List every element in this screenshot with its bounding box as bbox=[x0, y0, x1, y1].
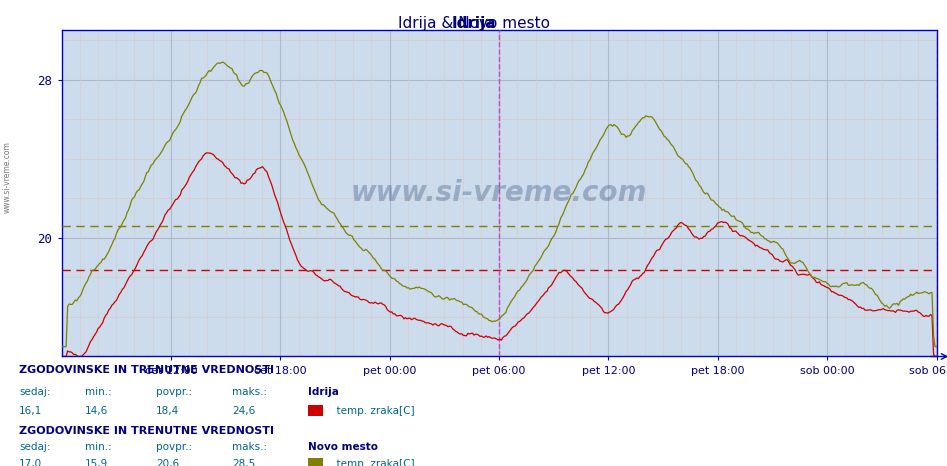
Text: Idrija & Novo mesto: Idrija & Novo mesto bbox=[398, 16, 549, 31]
Text: 16,1: 16,1 bbox=[19, 406, 43, 416]
Text: povpr.:: povpr.: bbox=[156, 387, 192, 397]
Text: www.si-vreme.com: www.si-vreme.com bbox=[350, 179, 648, 207]
Text: Idrija: Idrija bbox=[308, 387, 339, 397]
Text: 15,9: 15,9 bbox=[85, 459, 109, 466]
Text: ZGODOVINSKE IN TRENUTNE VREDNOSTI: ZGODOVINSKE IN TRENUTNE VREDNOSTI bbox=[19, 365, 274, 376]
Text: 20,6: 20,6 bbox=[156, 459, 179, 466]
Text: Novo mesto: Novo mesto bbox=[308, 442, 378, 452]
Text: temp. zraka[C]: temp. zraka[C] bbox=[330, 406, 414, 416]
Text: ZGODOVINSKE IN TRENUTNE VREDNOSTI: ZGODOVINSKE IN TRENUTNE VREDNOSTI bbox=[19, 426, 274, 436]
Text: maks.:: maks.: bbox=[232, 442, 267, 452]
Text: www.si-vreme.com: www.si-vreme.com bbox=[3, 141, 12, 213]
Text: temp. zraka[C]: temp. zraka[C] bbox=[330, 459, 414, 466]
Text: min.:: min.: bbox=[85, 387, 112, 397]
Text: Idrija: Idrija bbox=[451, 16, 496, 31]
Text: 14,6: 14,6 bbox=[85, 406, 109, 416]
Text: maks.:: maks.: bbox=[232, 387, 267, 397]
Text: sedaj:: sedaj: bbox=[19, 387, 50, 397]
Text: min.:: min.: bbox=[85, 442, 112, 452]
Text: povpr.:: povpr.: bbox=[156, 442, 192, 452]
Text: 17,0: 17,0 bbox=[19, 459, 42, 466]
Text: sedaj:: sedaj: bbox=[19, 442, 50, 452]
Text: 28,5: 28,5 bbox=[232, 459, 256, 466]
Text: 18,4: 18,4 bbox=[156, 406, 180, 416]
Text: 24,6: 24,6 bbox=[232, 406, 256, 416]
